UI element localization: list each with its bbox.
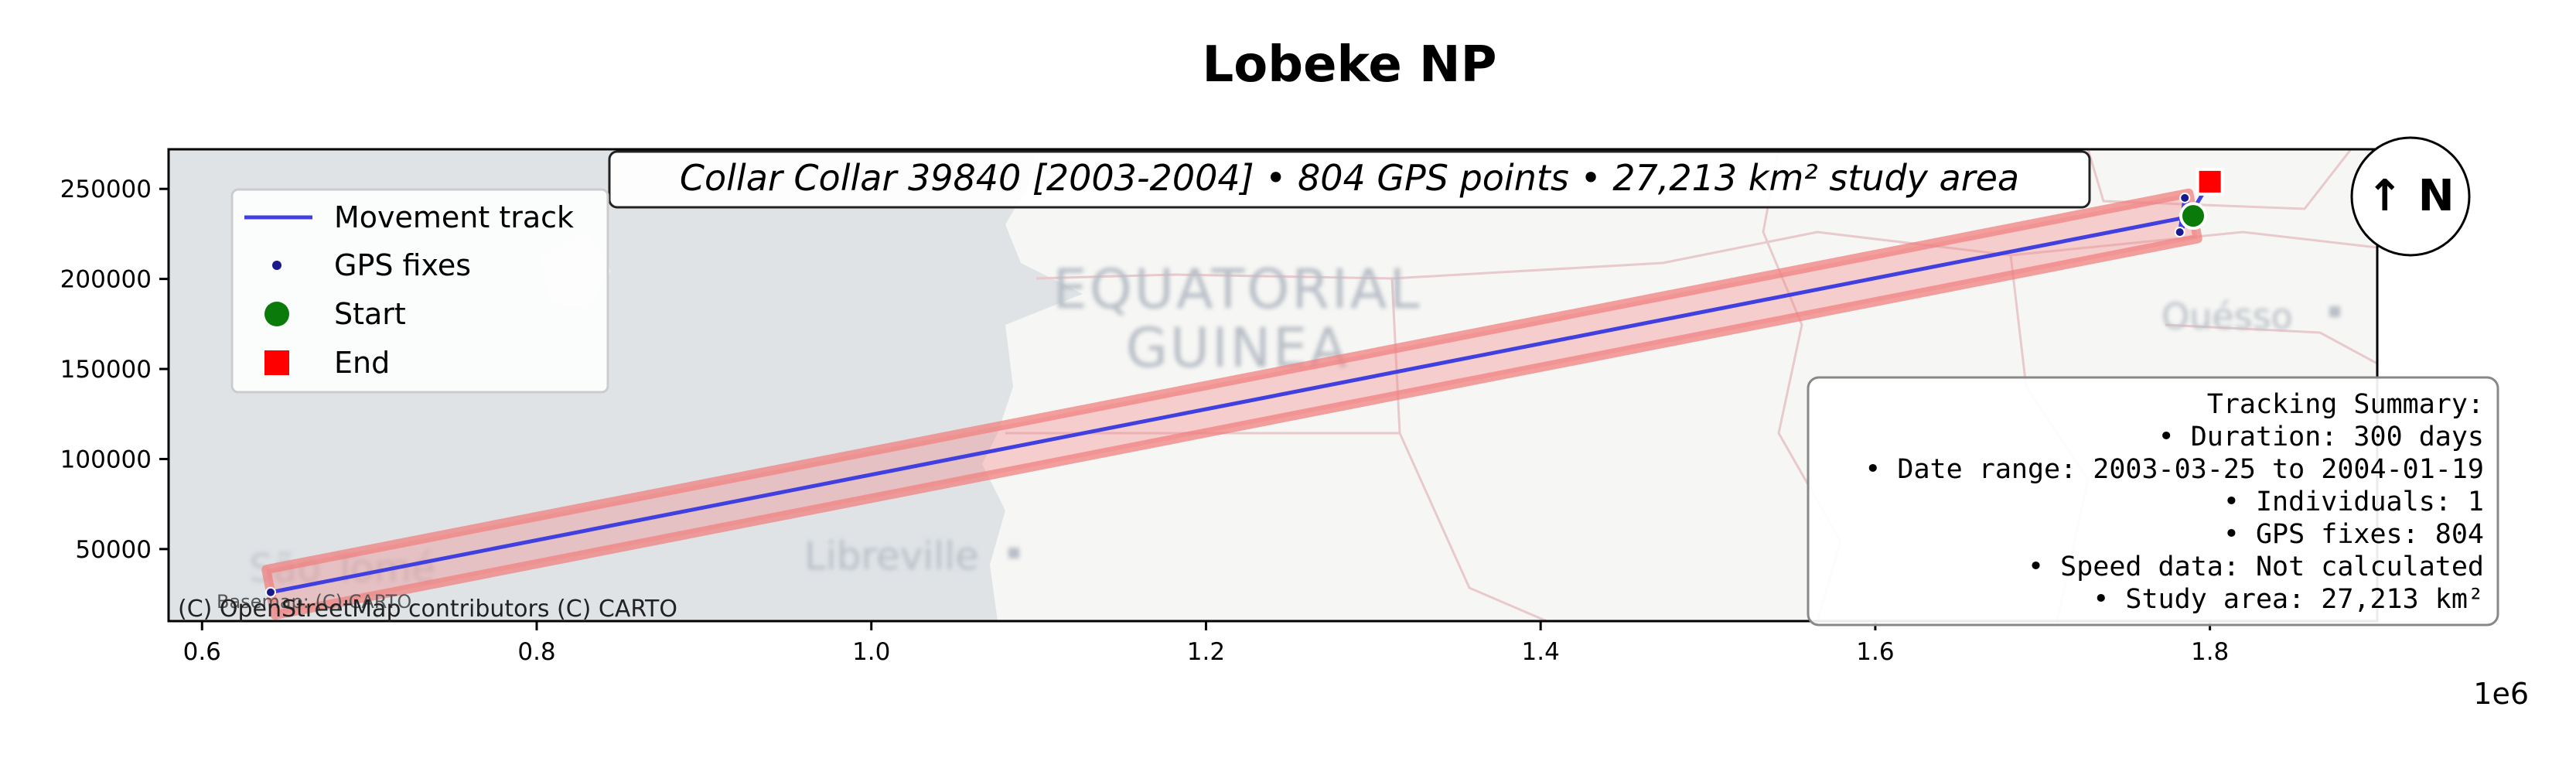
y-tick-label: 100000 — [60, 446, 152, 473]
legend-fixes-swatch — [272, 261, 281, 270]
legend-end-label: End — [334, 346, 390, 380]
x-tick-label: 1.0 — [852, 638, 890, 666]
summary-gps-fixes: • GPS fixes: 804 — [2223, 519, 2484, 550]
x-offset-label: 1e6 — [2473, 677, 2529, 711]
x-tick-label: 0.6 — [183, 638, 221, 666]
summary-heading: Tracking Summary: — [2207, 389, 2484, 420]
figure-title: Lobeke NP — [1203, 36, 1497, 94]
legend-track-label: Movement track — [334, 200, 574, 234]
legend-fixes-label: GPS fixes — [334, 248, 471, 282]
title-banner: Collar Collar 39840 [2003-2004] • 804 GP… — [608, 150, 2091, 209]
summary-study-area: • Study area: 27,213 km² — [2093, 584, 2484, 615]
y-axis: 50000 100000 150000 200000 250000 — [60, 176, 169, 564]
attribution: Basemap: (C) CARTO (C) OpenStreetMap con… — [178, 591, 677, 623]
legend-start-label: Start — [334, 297, 406, 331]
north-arrow-label: ↑ N — [2366, 171, 2454, 221]
summary-individuals: • Individuals: 1 — [2223, 487, 2484, 517]
x-tick-label: 0.8 — [517, 638, 555, 666]
x-tick-label: 1.2 — [1187, 638, 1225, 666]
attribution-credit: (C) OpenStreetMap contributors (C) CARTO — [178, 596, 677, 623]
basemap-label-ouesso: Ouésso — [2161, 295, 2293, 337]
x-axis: 0.6 0.8 1.0 1.2 1.4 1.6 1.8 — [183, 621, 2229, 666]
basemap-label-libreville: Libreville — [804, 534, 979, 579]
gps-fix-point — [2179, 192, 2191, 203]
end-marker — [2196, 167, 2224, 196]
gps-fix-point — [2174, 227, 2185, 238]
y-tick-label: 200000 — [60, 266, 152, 294]
y-tick-label: 50000 — [75, 536, 152, 564]
gps-fix-point — [264, 586, 276, 598]
y-tick-label: 250000 — [60, 176, 152, 203]
basemap-label-equatorial: EQUATORIAL — [1053, 258, 1421, 321]
legend-end-swatch — [264, 350, 289, 375]
banner-text: Collar Collar 39840 [2003-2004] • 804 GP… — [680, 157, 2019, 199]
north-arrow: ↑ N — [2350, 136, 2471, 257]
summary-speed: • Speed data: Not calculated — [2028, 551, 2484, 582]
attribution-basemap: Basemap: (C) CARTO — [217, 591, 411, 613]
x-tick-label: 1.4 — [1522, 638, 1560, 666]
summary-date-range: • Date range: 2003-03-25 to 2004-01-19 — [1865, 454, 2484, 485]
start-marker — [2179, 202, 2207, 230]
north-arrow-icon — [2350, 136, 2471, 257]
tracking-summary: Tracking Summary: • Duration: 300 days •… — [1807, 376, 2499, 627]
x-tick-label: 1.6 — [1856, 638, 1894, 666]
legend-start-swatch — [264, 302, 289, 326]
summary-duration: • Duration: 300 days — [2158, 422, 2484, 452]
data-layer — [261, 167, 2224, 620]
legend: Movement track GPS fixes Start End — [230, 188, 609, 394]
basemap-labels: EQUATORIAL GUINEA Ouésso Libreville São … — [249, 258, 2340, 591]
y-tick-label: 150000 — [60, 356, 152, 384]
x-tick-label: 1.8 — [2191, 638, 2229, 666]
